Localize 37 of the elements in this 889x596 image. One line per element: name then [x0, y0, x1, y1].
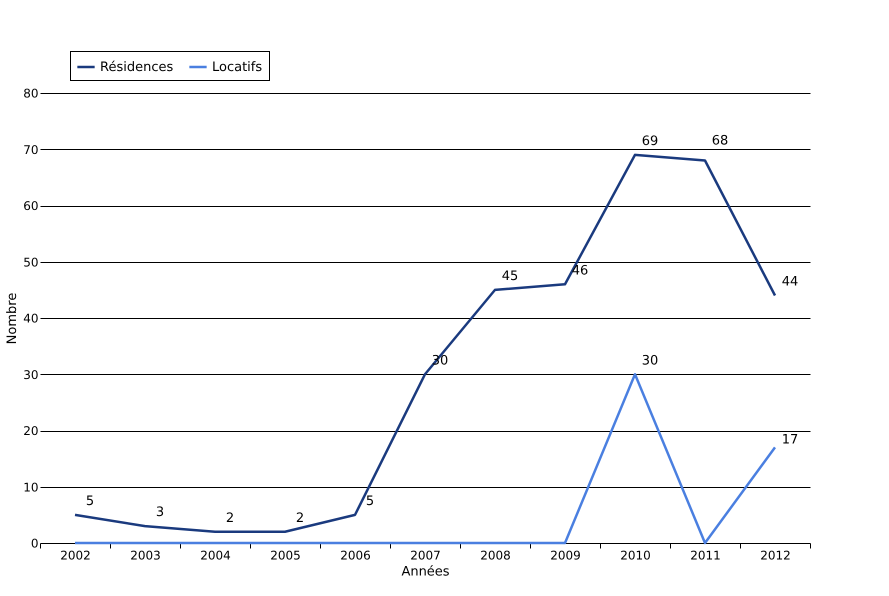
- legend-label: Résidences: [100, 60, 174, 75]
- data-label: 68: [712, 134, 728, 148]
- x-tick-label: 2007: [410, 548, 441, 562]
- y-axis-title: Nombre: [5, 292, 20, 344]
- x-axis-title: Années: [401, 564, 450, 580]
- x-tick-label: 2006: [340, 548, 371, 562]
- y-tick-label: 10: [23, 480, 38, 494]
- data-label: 3: [156, 505, 164, 520]
- data-label: 69: [642, 134, 658, 149]
- y-tick-label: 50: [23, 255, 38, 270]
- x-tick-label: 2002: [60, 548, 91, 562]
- x-tick-label: 2011: [690, 548, 721, 562]
- data-label: 44: [782, 274, 798, 290]
- x-tick-label: 2009: [550, 548, 581, 562]
- x-tick-label: 2004: [200, 548, 231, 562]
- x-tick-label: 2012: [760, 548, 791, 562]
- y-tick-label: 40: [23, 312, 38, 326]
- data-label: 17: [782, 432, 798, 448]
- data-label: 5: [86, 494, 94, 509]
- y-tick-label: 30: [23, 368, 38, 382]
- x-tick-label: 2003: [130, 548, 161, 562]
- y-tick-label: 60: [23, 199, 38, 213]
- y-tick-label: 80: [23, 86, 38, 100]
- x-tick-label: 2008: [480, 548, 511, 562]
- line-series: [74, 154, 776, 533]
- data-label: 2: [226, 510, 234, 526]
- x-tick-label: 2010: [620, 548, 651, 562]
- x-tick-label: 2005: [270, 548, 301, 562]
- data-label: 5: [366, 494, 374, 509]
- y-tick-label: 70: [23, 142, 38, 157]
- data-label: 45: [502, 268, 518, 284]
- y-tick-label: 0: [30, 536, 38, 550]
- data-label: 46: [572, 263, 588, 278]
- data-label: 30: [642, 353, 658, 368]
- data-label: 2: [296, 510, 304, 526]
- legend-label: Locatifs: [212, 60, 262, 75]
- y-tick-label: 20: [23, 424, 38, 438]
